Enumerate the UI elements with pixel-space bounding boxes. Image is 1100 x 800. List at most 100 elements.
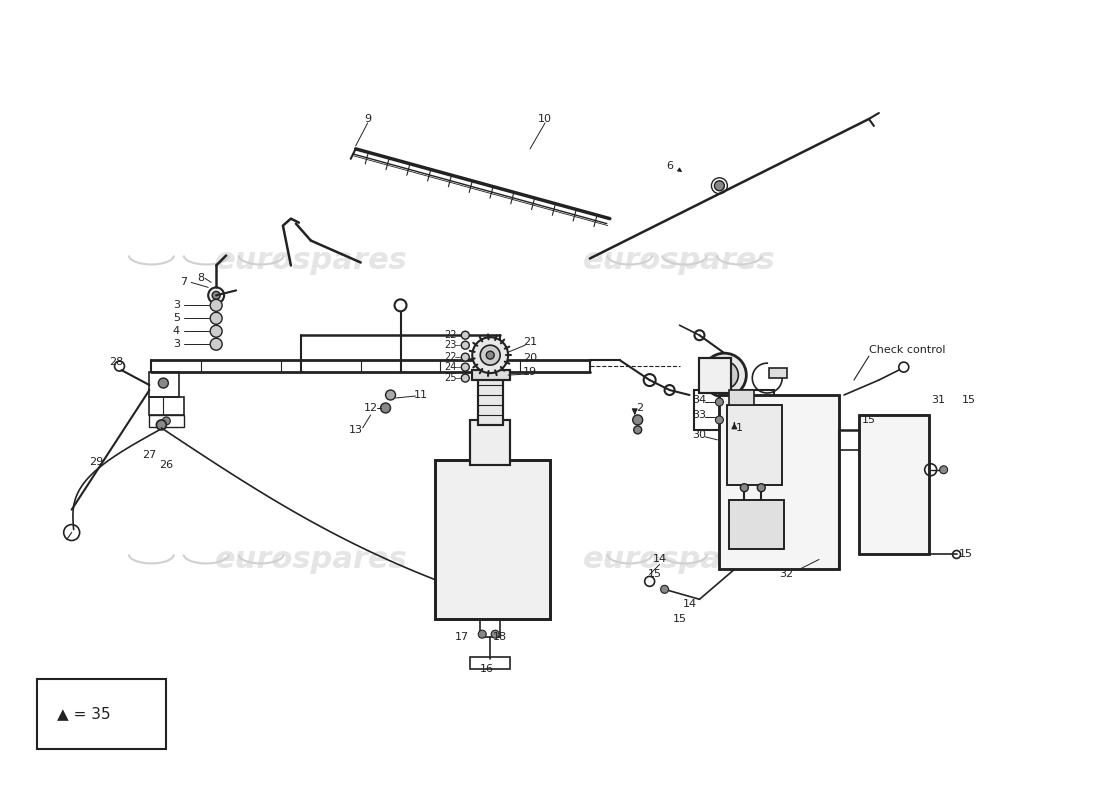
Text: 6: 6 — [667, 161, 673, 171]
Text: 15: 15 — [862, 415, 876, 425]
Bar — [436, 460, 550, 619]
Bar — [472, 370, 510, 380]
Text: 26: 26 — [160, 460, 174, 470]
Text: 2: 2 — [636, 403, 644, 413]
Circle shape — [386, 390, 396, 400]
Bar — [727, 405, 782, 485]
Text: 15: 15 — [961, 395, 976, 405]
Text: 22: 22 — [444, 352, 456, 362]
Text: 32: 32 — [779, 570, 793, 579]
Circle shape — [486, 351, 494, 359]
Text: eurospares: eurospares — [583, 246, 775, 275]
Text: 4: 4 — [173, 326, 180, 336]
Bar — [478, 375, 503, 425]
Circle shape — [711, 361, 738, 389]
Text: eurospares: eurospares — [583, 545, 775, 574]
Circle shape — [158, 378, 168, 388]
Bar — [481, 619, 500, 637]
Circle shape — [715, 398, 724, 406]
Text: 5: 5 — [173, 314, 179, 323]
Bar — [471, 420, 510, 465]
Text: 22: 22 — [444, 330, 456, 340]
Text: 3: 3 — [173, 339, 179, 349]
Circle shape — [461, 342, 470, 349]
Circle shape — [703, 353, 746, 397]
Circle shape — [210, 326, 222, 338]
Text: 29: 29 — [89, 457, 103, 466]
Bar — [719, 395, 839, 570]
Text: 23: 23 — [444, 340, 456, 350]
Text: 20: 20 — [522, 353, 537, 363]
Text: 31: 31 — [932, 395, 946, 405]
Text: 25: 25 — [444, 373, 456, 383]
Text: eurospares: eurospares — [214, 545, 407, 574]
Text: 14: 14 — [682, 599, 696, 610]
Text: 15: 15 — [958, 550, 972, 559]
Circle shape — [632, 415, 642, 425]
Text: 12: 12 — [364, 403, 377, 413]
Text: 16: 16 — [481, 664, 494, 674]
Circle shape — [715, 416, 724, 424]
Bar — [719, 395, 839, 570]
Circle shape — [714, 181, 725, 190]
Text: ▲ = 35: ▲ = 35 — [57, 706, 110, 722]
Text: 28: 28 — [109, 357, 123, 367]
Circle shape — [210, 299, 222, 311]
Text: 13: 13 — [349, 425, 363, 435]
Circle shape — [481, 345, 500, 365]
Text: 27: 27 — [142, 450, 156, 460]
Circle shape — [661, 586, 669, 594]
Text: 21: 21 — [522, 338, 537, 347]
Bar — [694, 390, 774, 430]
Bar — [727, 405, 782, 485]
Circle shape — [208, 287, 224, 303]
Circle shape — [740, 484, 748, 492]
Bar — [150, 372, 179, 397]
Circle shape — [492, 630, 499, 638]
Bar — [150, 397, 185, 415]
Circle shape — [381, 403, 390, 413]
Bar — [36, 679, 166, 749]
Bar — [729, 390, 755, 405]
Text: 15: 15 — [672, 614, 686, 624]
Bar — [859, 415, 928, 554]
Circle shape — [210, 312, 222, 324]
Bar — [436, 460, 550, 619]
Circle shape — [461, 374, 470, 382]
Text: 10: 10 — [538, 114, 552, 124]
Text: 7: 7 — [179, 278, 187, 287]
Bar — [700, 358, 732, 393]
Circle shape — [718, 369, 730, 381]
Bar — [471, 657, 510, 669]
Text: 19: 19 — [522, 367, 537, 377]
Circle shape — [757, 484, 766, 492]
Circle shape — [472, 338, 508, 373]
Text: 15: 15 — [648, 570, 661, 579]
Circle shape — [634, 426, 641, 434]
Circle shape — [163, 417, 170, 425]
Circle shape — [461, 353, 470, 361]
Text: 33: 33 — [693, 410, 706, 420]
Text: eurospares: eurospares — [214, 246, 407, 275]
Bar — [478, 375, 503, 425]
Circle shape — [395, 299, 407, 311]
Text: Check control: Check control — [869, 345, 945, 355]
Text: 1: 1 — [736, 423, 743, 433]
Text: 18: 18 — [493, 632, 507, 642]
Text: 17: 17 — [455, 632, 470, 642]
Circle shape — [939, 466, 947, 474]
Bar — [471, 420, 510, 465]
Circle shape — [461, 363, 470, 371]
Text: 3: 3 — [173, 300, 179, 310]
Text: 8: 8 — [198, 274, 205, 283]
Bar — [700, 358, 732, 393]
Circle shape — [210, 338, 222, 350]
Bar — [729, 500, 784, 550]
Bar — [769, 368, 788, 378]
Circle shape — [212, 291, 220, 299]
Bar — [859, 415, 928, 554]
Bar — [472, 370, 510, 380]
Circle shape — [461, 331, 470, 339]
Circle shape — [478, 630, 486, 638]
Text: 34: 34 — [692, 395, 706, 405]
